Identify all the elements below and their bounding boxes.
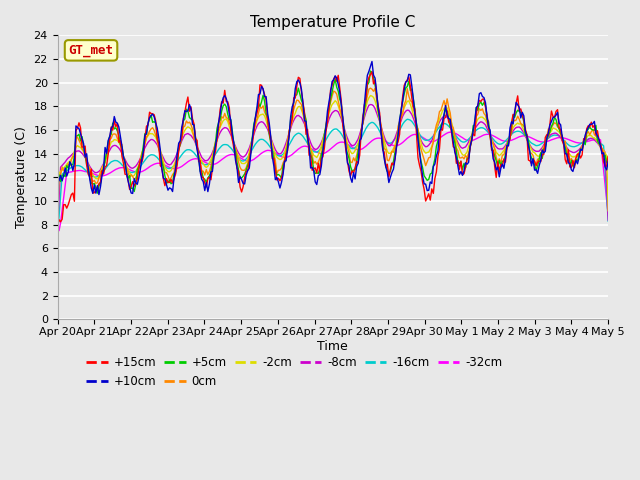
Y-axis label: Temperature (C): Temperature (C) xyxy=(15,126,28,228)
Text: GT_met: GT_met xyxy=(68,44,113,57)
X-axis label: Time: Time xyxy=(317,340,348,353)
Legend: +15cm, +10cm, +5cm, 0cm, -2cm, -8cm, -16cm, -32cm: +15cm, +10cm, +5cm, 0cm, -2cm, -8cm, -16… xyxy=(82,352,507,393)
Title: Temperature Profile C: Temperature Profile C xyxy=(250,15,415,30)
